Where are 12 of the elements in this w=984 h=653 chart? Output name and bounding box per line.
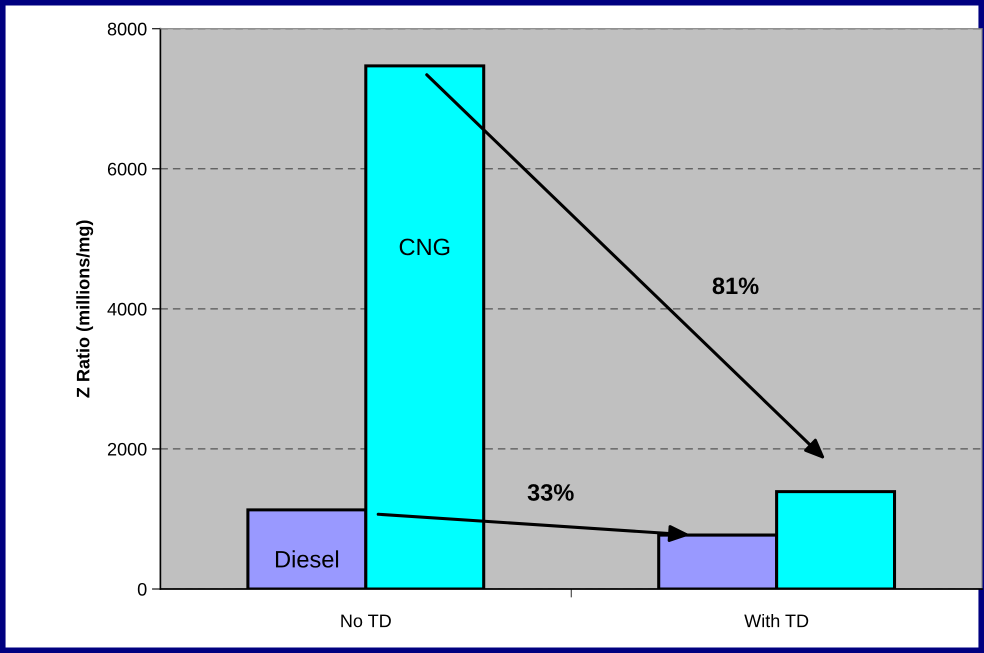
annotation: 33% — [528, 484, 574, 501]
y-tick-label: 2000 — [108, 442, 146, 456]
annotation: 81% — [712, 277, 759, 294]
series-label: CNG — [400, 238, 450, 256]
y-tick-label: 4000 — [107, 302, 146, 316]
y-axis-title: Z Ratio (millions/mg) — [76, 220, 94, 398]
series-label: Diesel — [276, 550, 338, 568]
y-tick-label: 0 — [138, 582, 146, 596]
x-tick-label: No TD — [341, 614, 391, 628]
y-tick-label: 6000 — [108, 162, 146, 176]
y-tick-label: 8000 — [108, 22, 146, 36]
x-tick-label: With TD — [744, 614, 808, 628]
